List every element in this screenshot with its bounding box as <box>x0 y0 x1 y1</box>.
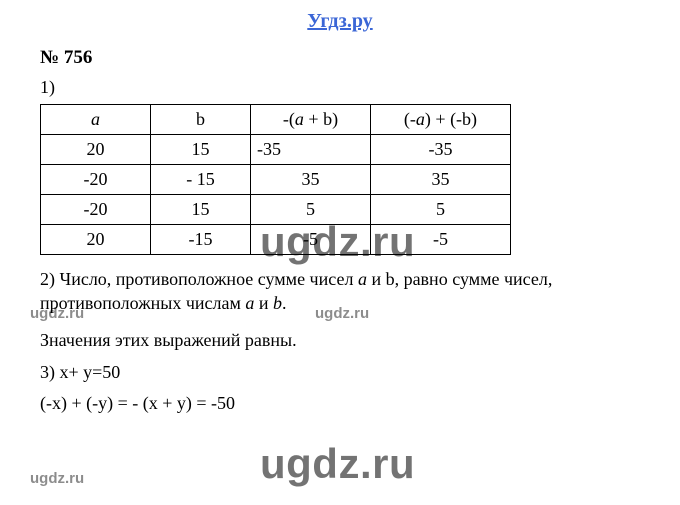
table-row: -20 - 15 35 35 <box>41 165 511 195</box>
col-header-sum-neg: (-a) + (-b) <box>371 105 511 135</box>
cell: 5 <box>251 195 371 225</box>
cell: 35 <box>371 165 511 195</box>
cell: -20 <box>41 195 151 225</box>
site-header: Угдз.ру <box>40 10 640 33</box>
watermark-big: ugdz.ru <box>260 440 415 488</box>
col-header-b: b <box>151 105 251 135</box>
part-2-conclusion: Значения этих выражений равны. <box>40 328 640 352</box>
watermark-small: ugdz.ru <box>30 470 84 487</box>
table-header-row: a b -(a + b) (-a) + (-b) <box>41 105 511 135</box>
table-row: 20 -15 -5 -5 <box>41 225 511 255</box>
cell: -20 <box>41 165 151 195</box>
part-3-equation: (-x) + (-y) = - (x + y) = -50 <box>40 393 640 414</box>
cell: 20 <box>41 135 151 165</box>
cell: 15 <box>151 195 251 225</box>
cell: -5 <box>251 225 371 255</box>
cell: -15 <box>151 225 251 255</box>
cell: -5 <box>371 225 511 255</box>
col-header-a: a <box>41 105 151 135</box>
part-3-label: 3) x+ y=50 <box>40 362 640 383</box>
cell: -35 <box>371 135 511 165</box>
table-row: 20 15 -35 -35 <box>41 135 511 165</box>
cell: 20 <box>41 225 151 255</box>
table-row: -20 15 5 5 <box>41 195 511 225</box>
col-header-neg-sum: -(a + b) <box>251 105 371 135</box>
cell: -35 <box>251 135 371 165</box>
page-root: Угдз.ру № 756 1) a b -(a + b) (-a) + (-b… <box>0 0 680 505</box>
cell: 35 <box>251 165 371 195</box>
values-table: a b -(a + b) (-a) + (-b) 20 15 -35 -35 -… <box>40 104 511 255</box>
cell: 5 <box>371 195 511 225</box>
cell: - 15 <box>151 165 251 195</box>
part-2-text: 2) Число, противоположное сумме чисел a … <box>40 267 640 316</box>
part-1-label: 1) <box>40 77 640 98</box>
cell: 15 <box>151 135 251 165</box>
exercise-number: № 756 <box>40 47 640 69</box>
